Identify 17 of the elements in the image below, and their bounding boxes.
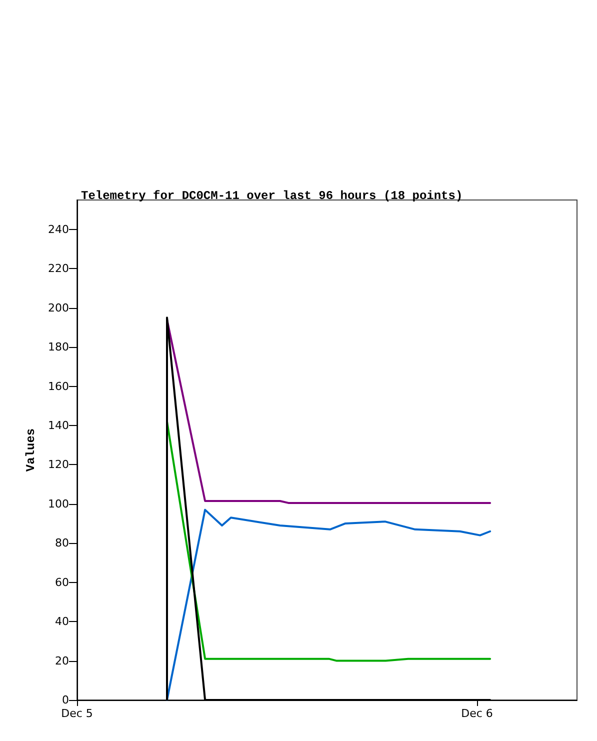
y-tick-label: 100 [48,497,69,510]
y-tick-label: 200 [48,301,69,314]
y-tick-label: 140 [48,418,69,432]
y-tick-label: 0 [62,694,69,706]
x-tick-label: Dec 5 [61,707,93,720]
y-tick-label: 120 [48,458,69,472]
y-tick-label: 40 [55,615,69,628]
y-tick-label: 180 [48,340,69,354]
y-tick-label: 220 [48,262,69,276]
y-tick-label: 20 [55,654,69,668]
y-tick-label: 160 [48,380,69,393]
y-tick-label: 80 [55,536,69,550]
y-tick-label: 60 [55,576,69,589]
chart-title: Telemetry for DC0CM-11 over last 96 hours (18 points) [81,189,463,203]
y-axis-title: Values [24,428,38,472]
x-tick-label: Dec 6 [461,707,493,720]
y-tick-label: 240 [48,222,69,236]
